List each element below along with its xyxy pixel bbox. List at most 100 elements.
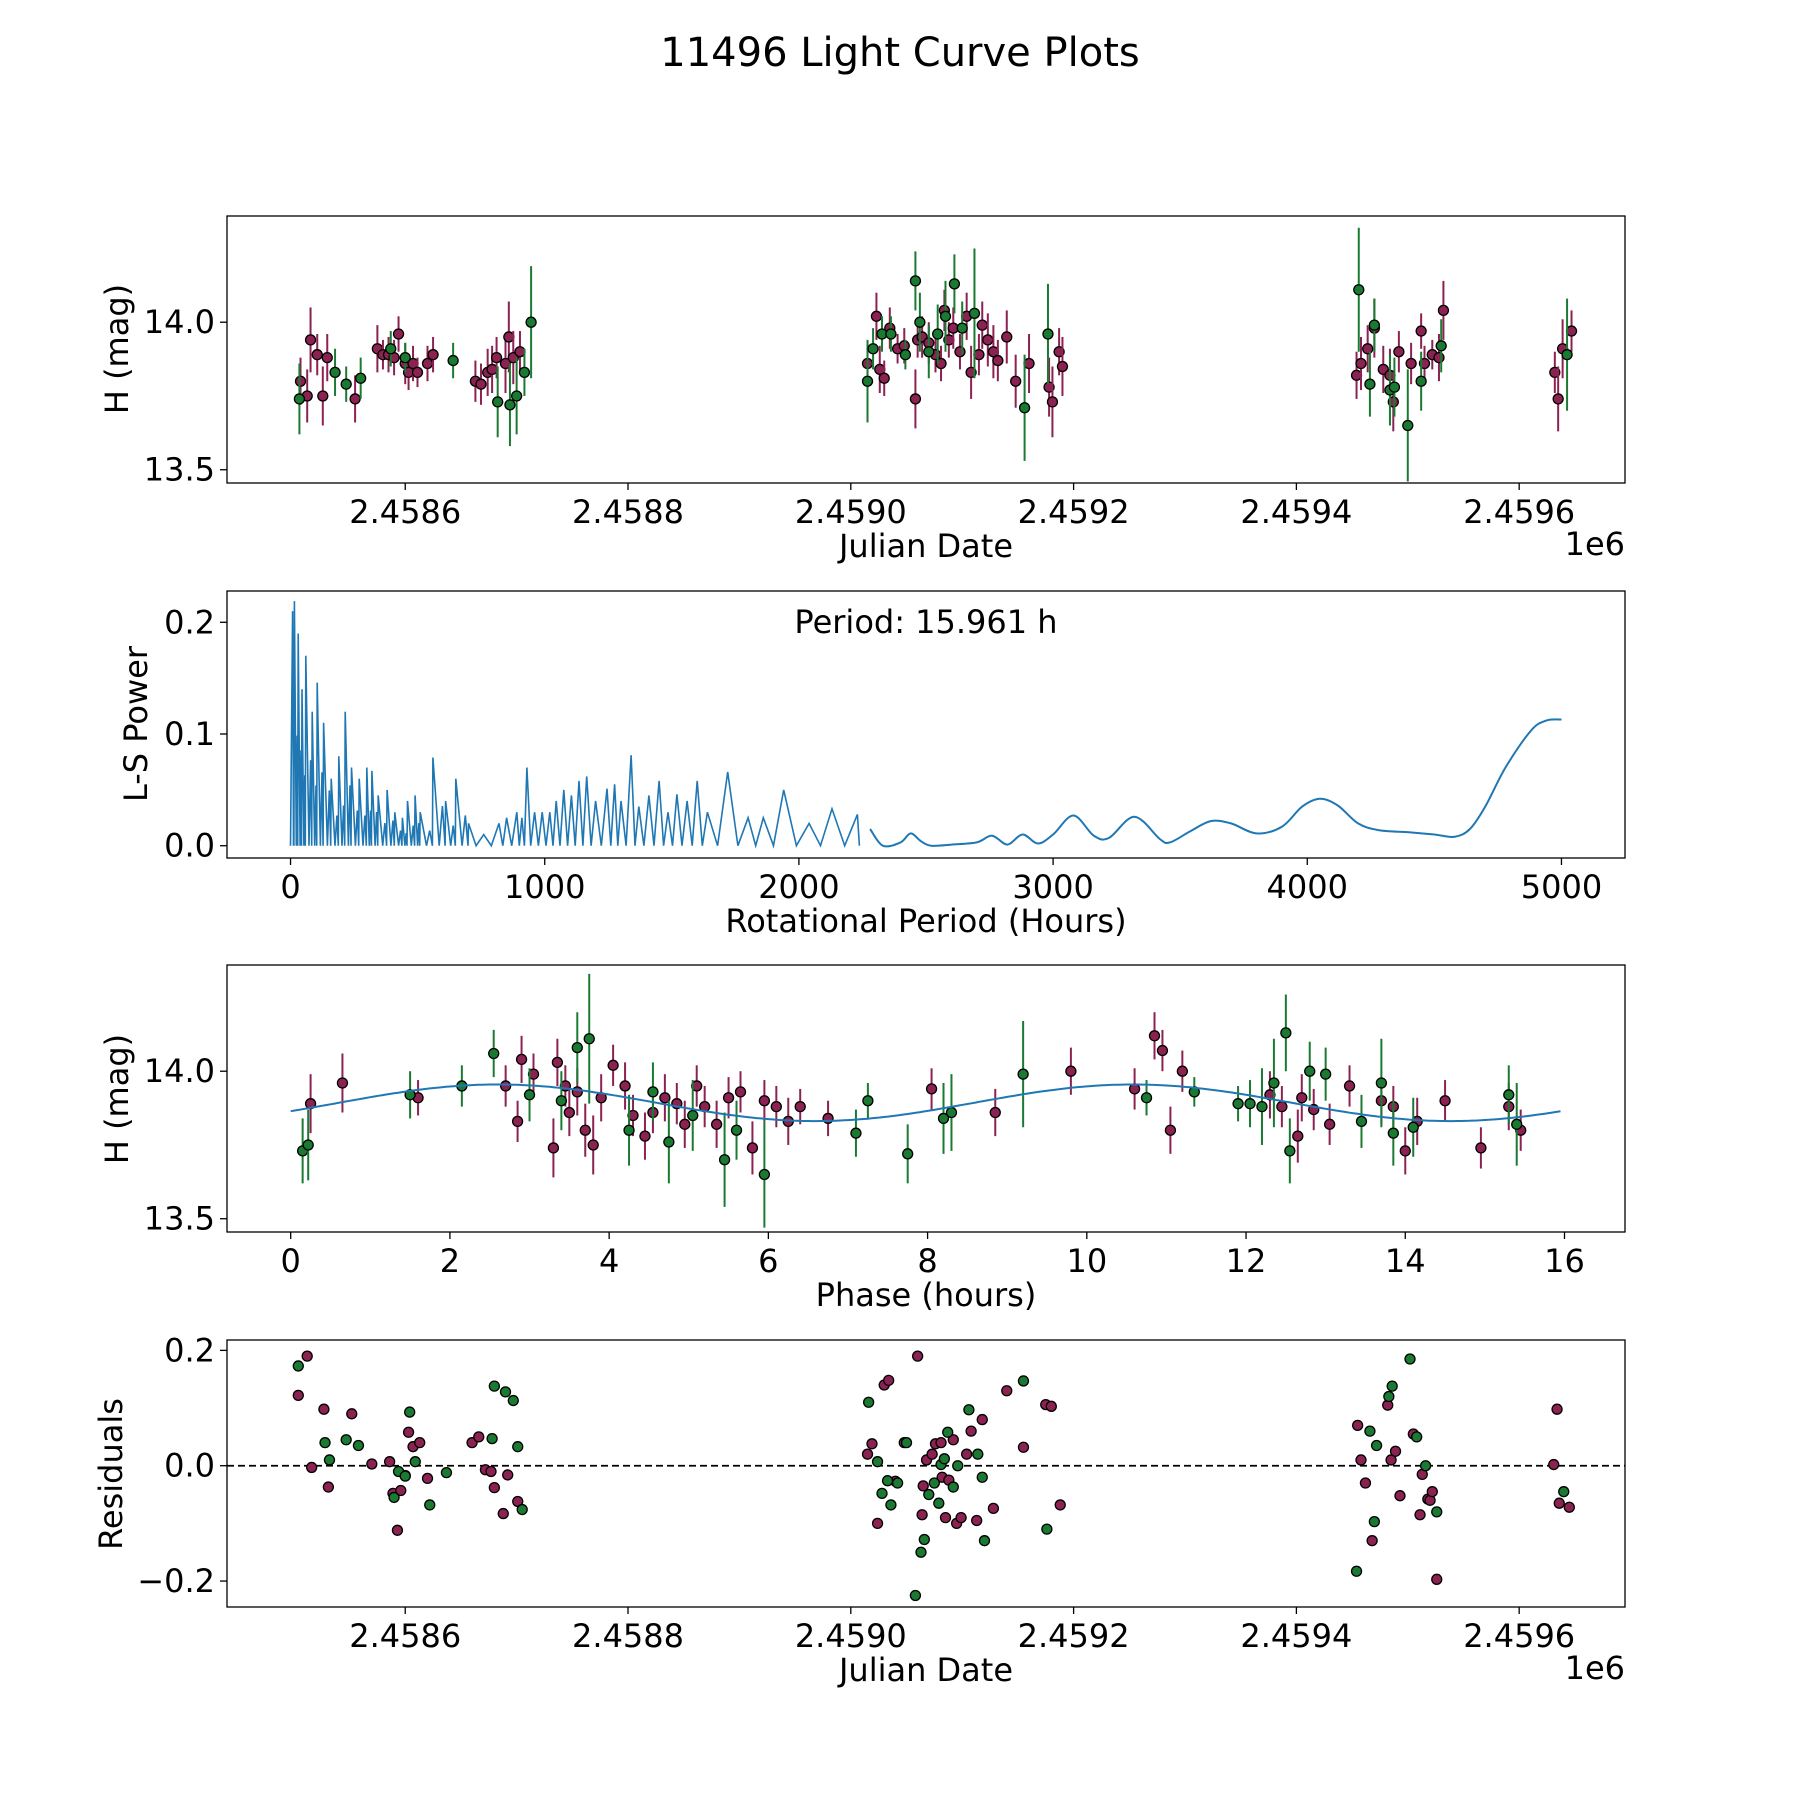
- residuals-x-tick-label: 2.4586: [349, 1617, 461, 1655]
- residuals-x-offset-label: 1e6: [1565, 1649, 1625, 1687]
- lightcurve-marker: [867, 343, 879, 355]
- lightcurve-marker: [939, 310, 952, 322]
- residuals-point: [900, 1436, 913, 1449]
- phased-point: [1292, 1109, 1304, 1163]
- phased-marker: [1148, 1030, 1161, 1042]
- phased-point: [336, 1053, 349, 1113]
- phased-point: [746, 1121, 759, 1175]
- lightcurve-marker: [421, 357, 434, 370]
- phased-marker: [587, 1139, 599, 1151]
- lightcurve-marker: [492, 396, 504, 408]
- phased-point: [722, 1077, 735, 1119]
- lightcurve-marker: [427, 349, 439, 361]
- residuals-marker: [916, 1509, 928, 1521]
- residuals-point: [319, 1436, 331, 1449]
- residuals-point: [399, 1470, 411, 1482]
- residuals-marker: [486, 1432, 498, 1445]
- residuals-marker: [488, 1481, 500, 1494]
- lightcurve-marker: [954, 346, 966, 358]
- residuals-point: [488, 1380, 500, 1392]
- residuals-marker: [976, 1413, 988, 1426]
- residuals-point: [1017, 1441, 1030, 1453]
- phased-marker: [639, 1130, 651, 1142]
- residuals-point: [972, 1448, 984, 1460]
- residuals-point: [421, 1472, 434, 1485]
- lightcurve-marker: [504, 399, 516, 411]
- residuals-point: [885, 1499, 897, 1511]
- lightcurve-point: [948, 254, 961, 314]
- lightcurve-point: [518, 348, 531, 396]
- residuals-y-axis-label: Residuals: [92, 1398, 130, 1550]
- residuals-point: [916, 1509, 928, 1521]
- phased-marker: [1375, 1077, 1388, 1089]
- residuals-point: [1352, 1419, 1364, 1431]
- residuals-point: [414, 1436, 426, 1449]
- residuals-marker: [1045, 1400, 1057, 1412]
- residuals-point: [942, 1426, 954, 1438]
- phased-marker: [499, 1080, 512, 1092]
- residuals-marker: [388, 1491, 400, 1504]
- residuals-point: [963, 1404, 975, 1416]
- lightcurve-marker: [329, 366, 341, 379]
- residuals-point: [909, 1589, 922, 1602]
- residuals-marker: [861, 1448, 874, 1460]
- phased-point: [1296, 1074, 1308, 1122]
- phased-point: [488, 1029, 500, 1078]
- phased-marker: [1407, 1121, 1419, 1133]
- phased-point: [619, 1062, 631, 1110]
- phased-marker: [1343, 1080, 1356, 1092]
- phased-marker: [1284, 1145, 1296, 1157]
- phased-marker: [1439, 1095, 1451, 1107]
- phased-marker: [925, 1083, 938, 1095]
- phased-marker: [1156, 1044, 1169, 1057]
- phased-marker: [734, 1086, 747, 1098]
- phased-marker: [571, 1041, 583, 1054]
- residuals-point: [883, 1374, 895, 1387]
- lightcurve-marker: [885, 328, 897, 340]
- residuals-point: [971, 1514, 983, 1527]
- phased-point: [1164, 1106, 1177, 1154]
- lightcurve-y-ticks: 13.5 14.0: [144, 303, 227, 489]
- residuals-x-tick-label: 2.4594: [1240, 1617, 1352, 1655]
- phased-point: [1475, 1127, 1487, 1169]
- lightcurve-point: [311, 334, 323, 376]
- phased-y-ticks: 13.5 14.0: [144, 1052, 227, 1238]
- phased-x-tick-label: 2: [440, 1242, 460, 1280]
- lightcurve-marker: [956, 322, 968, 334]
- phased-marker: [850, 1127, 862, 1139]
- residuals-point: [1017, 1375, 1030, 1387]
- lightcurve-point: [1001, 310, 1013, 364]
- residuals-marker: [1364, 1425, 1376, 1437]
- lightcurve-point: [317, 366, 329, 426]
- lightcurve-point: [475, 363, 487, 405]
- residuals-point: [391, 1524, 404, 1536]
- lightcurve-point: [1362, 325, 1374, 373]
- phased-marker: [488, 1047, 500, 1060]
- phased-marker: [1065, 1065, 1077, 1077]
- phased-point: [758, 1080, 771, 1122]
- phased-x-tick-label: 0: [281, 1242, 301, 1280]
- residuals-point: [1426, 1486, 1438, 1498]
- residuals-marker: [972, 1448, 984, 1460]
- lightcurve-point: [1368, 298, 1381, 352]
- phased-point: [563, 1088, 575, 1137]
- phased-point: [758, 1121, 771, 1228]
- residuals-marker: [1389, 1445, 1402, 1457]
- phased-point: [1148, 1012, 1161, 1060]
- phased-point: [639, 1112, 651, 1160]
- residuals-marker: [1054, 1499, 1066, 1511]
- residuals-marker: [366, 1458, 378, 1470]
- phased-point: [659, 1074, 671, 1122]
- phased-point: [937, 1083, 950, 1154]
- residuals-marker: [1558, 1486, 1570, 1498]
- residuals-marker: [1352, 1419, 1364, 1431]
- lightcurve-point: [992, 339, 1004, 382]
- residuals-point: [1431, 1506, 1443, 1518]
- residuals-point: [366, 1458, 378, 1470]
- residuals-point: [1370, 1439, 1383, 1452]
- residuals-marker: [1394, 1490, 1406, 1502]
- lightcurve-point: [878, 360, 890, 396]
- phased-point: [1284, 1118, 1296, 1184]
- periodogram-x-tick-label: 4000: [1267, 868, 1348, 906]
- residuals-point: [1548, 1458, 1560, 1471]
